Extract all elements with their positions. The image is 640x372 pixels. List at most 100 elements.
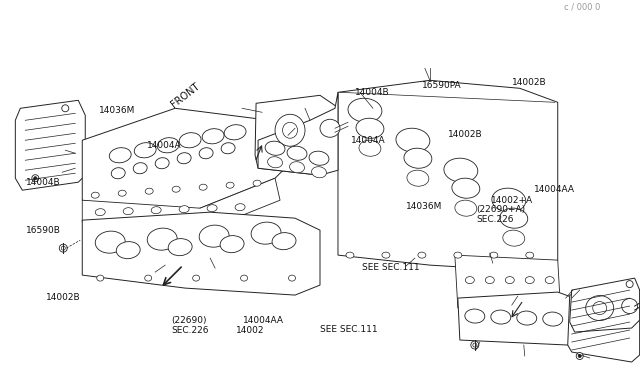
Ellipse shape <box>485 277 494 283</box>
Ellipse shape <box>95 231 125 253</box>
Text: 14004AA: 14004AA <box>534 185 575 195</box>
Ellipse shape <box>525 277 534 283</box>
Ellipse shape <box>491 310 511 324</box>
Ellipse shape <box>490 252 498 258</box>
Text: SEE SEC.111: SEE SEC.111 <box>320 325 378 334</box>
Ellipse shape <box>289 275 296 281</box>
Ellipse shape <box>92 192 99 198</box>
Ellipse shape <box>177 153 191 164</box>
Ellipse shape <box>586 296 614 321</box>
Polygon shape <box>568 282 639 362</box>
Ellipse shape <box>111 168 125 179</box>
Ellipse shape <box>578 355 581 357</box>
Ellipse shape <box>473 343 477 347</box>
Ellipse shape <box>156 158 169 169</box>
Ellipse shape <box>61 246 65 250</box>
Ellipse shape <box>147 228 177 250</box>
Ellipse shape <box>193 275 200 281</box>
Ellipse shape <box>407 170 429 186</box>
Ellipse shape <box>465 309 485 323</box>
Ellipse shape <box>226 182 234 188</box>
Ellipse shape <box>500 208 528 228</box>
Ellipse shape <box>275 114 305 146</box>
Ellipse shape <box>576 353 583 359</box>
Ellipse shape <box>97 275 104 281</box>
Ellipse shape <box>118 190 126 196</box>
Ellipse shape <box>309 151 329 165</box>
Ellipse shape <box>241 275 248 281</box>
Text: 16590PA: 16590PA <box>422 81 462 90</box>
Text: 14036M: 14036M <box>99 106 136 115</box>
Ellipse shape <box>207 205 217 212</box>
Ellipse shape <box>145 188 153 194</box>
Ellipse shape <box>202 129 224 144</box>
Ellipse shape <box>272 232 296 250</box>
Polygon shape <box>83 212 320 295</box>
Ellipse shape <box>95 209 105 216</box>
Ellipse shape <box>224 125 246 140</box>
Ellipse shape <box>418 252 426 258</box>
Text: 14004AA: 14004AA <box>243 316 284 325</box>
Ellipse shape <box>145 275 152 281</box>
Ellipse shape <box>320 119 340 137</box>
Ellipse shape <box>168 238 192 256</box>
Ellipse shape <box>62 105 68 112</box>
Ellipse shape <box>32 175 39 182</box>
Ellipse shape <box>289 162 305 173</box>
Ellipse shape <box>282 122 298 138</box>
Text: 14002: 14002 <box>236 326 264 335</box>
Ellipse shape <box>109 148 131 163</box>
Ellipse shape <box>452 178 480 198</box>
Text: (22690+A): (22690+A) <box>477 205 525 215</box>
Text: c / 000 0: c / 000 0 <box>564 3 600 12</box>
Ellipse shape <box>593 302 607 315</box>
Ellipse shape <box>172 186 180 192</box>
Ellipse shape <box>404 148 432 168</box>
Ellipse shape <box>312 167 326 178</box>
Text: 14002B: 14002B <box>448 130 483 139</box>
Ellipse shape <box>356 118 384 138</box>
Text: SEC.226: SEC.226 <box>172 326 209 335</box>
Ellipse shape <box>157 138 179 153</box>
Polygon shape <box>338 80 557 272</box>
Ellipse shape <box>503 230 525 246</box>
Ellipse shape <box>348 98 382 122</box>
Text: 14004A: 14004A <box>351 137 385 145</box>
Ellipse shape <box>526 252 534 258</box>
Ellipse shape <box>396 128 430 152</box>
Ellipse shape <box>60 244 67 252</box>
Ellipse shape <box>235 204 245 211</box>
Polygon shape <box>83 178 280 230</box>
Text: 14002B: 14002B <box>512 78 547 87</box>
Ellipse shape <box>34 177 37 180</box>
Ellipse shape <box>626 280 633 288</box>
Ellipse shape <box>465 277 474 283</box>
Ellipse shape <box>359 140 381 156</box>
Polygon shape <box>455 255 560 310</box>
Ellipse shape <box>287 146 307 160</box>
Text: 14002B: 14002B <box>46 293 81 302</box>
Ellipse shape <box>454 252 462 258</box>
Polygon shape <box>15 100 85 190</box>
Ellipse shape <box>492 188 525 212</box>
Ellipse shape <box>179 133 201 148</box>
Polygon shape <box>570 278 639 332</box>
Polygon shape <box>255 95 342 175</box>
Ellipse shape <box>471 341 479 349</box>
Text: 14004B: 14004B <box>26 178 61 187</box>
Ellipse shape <box>134 143 156 158</box>
Ellipse shape <box>545 277 554 283</box>
Ellipse shape <box>516 311 537 325</box>
Ellipse shape <box>133 163 147 174</box>
Ellipse shape <box>179 206 189 213</box>
Ellipse shape <box>621 299 637 314</box>
Text: 14036M: 14036M <box>406 202 443 211</box>
Ellipse shape <box>199 184 207 190</box>
Ellipse shape <box>199 225 229 247</box>
Text: SEC.226: SEC.226 <box>477 215 514 224</box>
Ellipse shape <box>444 158 478 182</box>
Ellipse shape <box>506 277 515 283</box>
Text: SEE SEC.111: SEE SEC.111 <box>362 263 419 272</box>
Text: FRONT: FRONT <box>168 81 201 109</box>
Text: 14004B: 14004B <box>355 88 390 97</box>
